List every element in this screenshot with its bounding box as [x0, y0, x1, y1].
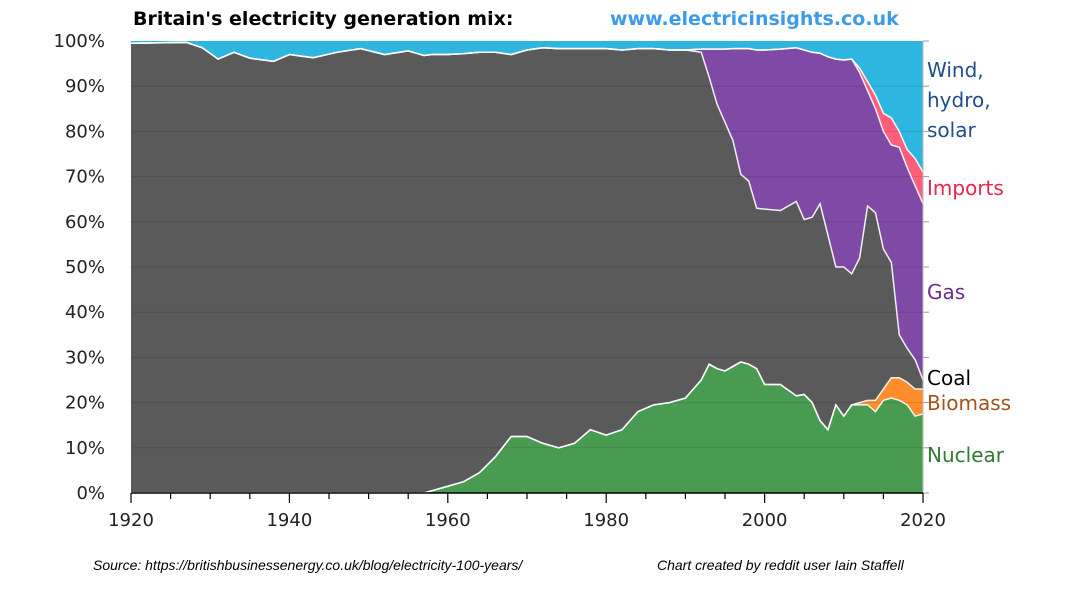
x-tick-label: 1920: [108, 510, 154, 531]
y-tick-label: 60%: [65, 212, 105, 233]
gridlines: [131, 85, 923, 449]
y-tick-label: 40%: [65, 302, 105, 323]
label-wind-line3: solar: [927, 118, 976, 142]
y-tick-label: 90%: [65, 76, 105, 97]
area-nuclear: [131, 361, 923, 493]
y-tick-label: 10%: [65, 438, 105, 459]
label-nuclear: Nuclear: [927, 443, 1004, 467]
x-tick-label: 2020: [900, 510, 946, 531]
credit-note: Chart created by reddit user Iain Staffe…: [657, 557, 904, 573]
label-wind-line2: hydro,: [927, 88, 991, 112]
label-gas: Gas: [927, 280, 966, 304]
source-note: Source: https://britishbusinessenergy.co…: [93, 557, 523, 573]
y-tick-label: 50%: [65, 257, 105, 278]
label-biomass: Biomass: [927, 391, 1012, 415]
y-tick-label: 70%: [65, 167, 105, 188]
axes: 0% 10% 20% 30% 40% 50% 60% 70% 80% 90% 100% 1920 194…: [54, 31, 946, 531]
boundary-line: [130, 41, 924, 173]
x-tick-label: 1940: [266, 510, 312, 531]
label-coal: Coal: [927, 366, 972, 390]
label-imports: Imports: [927, 176, 1004, 200]
x-tick-label: 2000: [742, 510, 788, 531]
areas: [131, 41, 923, 494]
area-coal: [131, 42, 923, 494]
y-tick-label: 100%: [54, 31, 105, 52]
area-gas: [131, 42, 923, 381]
area-wind-hydro-solar: [131, 41, 923, 173]
x-tick-label: 1960: [425, 510, 471, 531]
x-tick-label: 1980: [583, 510, 629, 531]
y-tick-label: 20%: [65, 393, 105, 414]
chart-title: Britain's electricity generation mix:: [133, 8, 514, 30]
source-url[interactable]: www.electricinsights.co.uk: [610, 8, 899, 30]
y-tick-label: 0%: [76, 483, 105, 504]
label-wind: Wind, hydro, solar: [927, 55, 991, 145]
y-tick-label: 80%: [65, 121, 105, 142]
label-wind-line1: Wind,: [927, 58, 984, 82]
y-tick-label: 30%: [65, 347, 105, 368]
